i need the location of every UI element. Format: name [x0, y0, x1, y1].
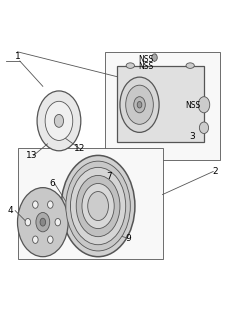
- Text: 3: 3: [190, 132, 195, 141]
- Text: 4: 4: [8, 206, 14, 215]
- Text: 9: 9: [125, 234, 131, 243]
- Ellipse shape: [68, 199, 78, 213]
- Ellipse shape: [61, 156, 135, 257]
- Text: 6: 6: [49, 179, 55, 188]
- Ellipse shape: [66, 161, 130, 251]
- Text: NSS: NSS: [185, 101, 201, 110]
- Text: 1: 1: [15, 52, 20, 61]
- Text: 12: 12: [74, 144, 85, 153]
- Ellipse shape: [70, 167, 126, 245]
- Text: 13: 13: [26, 151, 37, 160]
- Polygon shape: [105, 52, 220, 160]
- Text: 7: 7: [107, 172, 113, 180]
- Ellipse shape: [120, 77, 159, 132]
- Ellipse shape: [48, 236, 53, 244]
- Ellipse shape: [36, 212, 50, 232]
- Ellipse shape: [88, 192, 108, 220]
- Ellipse shape: [37, 91, 81, 151]
- Ellipse shape: [134, 97, 145, 113]
- Text: NSS: NSS: [138, 62, 154, 71]
- Ellipse shape: [48, 201, 53, 208]
- Ellipse shape: [186, 63, 194, 68]
- Ellipse shape: [82, 183, 114, 228]
- Ellipse shape: [17, 188, 68, 257]
- Ellipse shape: [152, 54, 157, 61]
- Ellipse shape: [126, 85, 153, 124]
- Text: NSS: NSS: [138, 55, 154, 64]
- Ellipse shape: [45, 101, 73, 140]
- Ellipse shape: [126, 63, 134, 68]
- Ellipse shape: [76, 175, 120, 237]
- Ellipse shape: [33, 201, 38, 208]
- Ellipse shape: [70, 203, 75, 209]
- Ellipse shape: [198, 97, 210, 113]
- Ellipse shape: [199, 122, 209, 133]
- Ellipse shape: [25, 219, 31, 226]
- Ellipse shape: [40, 218, 46, 226]
- Polygon shape: [17, 148, 163, 259]
- Text: 2: 2: [213, 167, 218, 176]
- Ellipse shape: [137, 101, 142, 108]
- Bar: [116, 66, 204, 141]
- Ellipse shape: [33, 236, 38, 244]
- Ellipse shape: [55, 219, 61, 226]
- Ellipse shape: [54, 115, 64, 127]
